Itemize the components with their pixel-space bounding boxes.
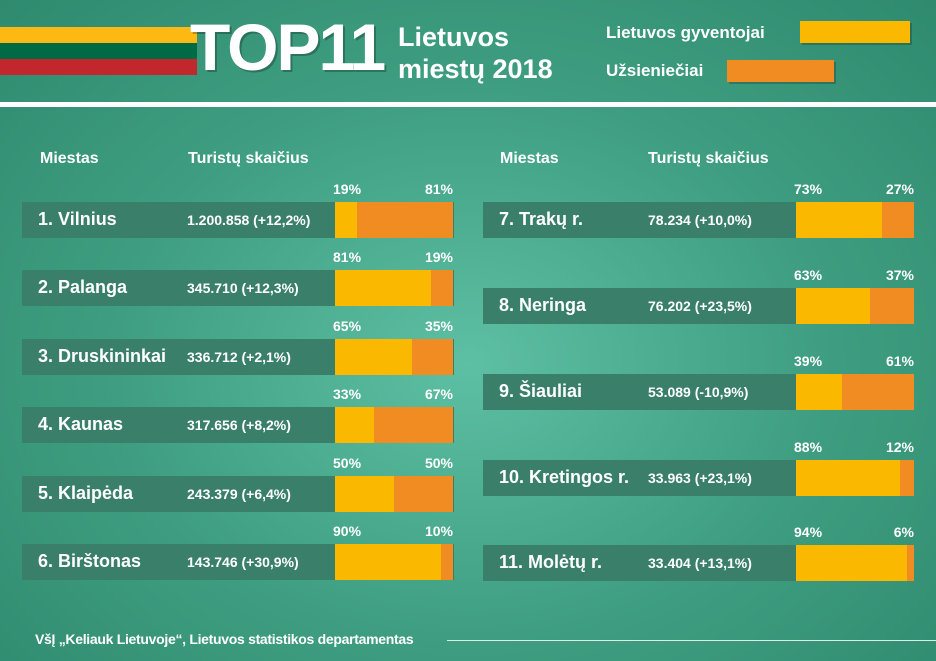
chart-subtitle-line1: Lietuvos bbox=[398, 22, 510, 52]
pct-label-locals: 88% bbox=[794, 439, 823, 455]
pct-label-foreigners: 37% bbox=[885, 267, 914, 283]
city-name: 9. Šiauliai bbox=[499, 381, 583, 401]
pct-label-locals: 65% bbox=[333, 318, 362, 334]
city-name: 3. Druskininkai bbox=[38, 346, 167, 366]
pct-label-foreigners: 50% bbox=[424, 455, 453, 471]
bar-locals bbox=[796, 288, 870, 324]
tourist-count: 345.710 (+12,3%) bbox=[187, 280, 299, 296]
bar-foreigners bbox=[870, 288, 914, 324]
bar-locals bbox=[335, 407, 374, 443]
pct-label-locals: 90% bbox=[333, 523, 362, 539]
bar-locals bbox=[796, 202, 882, 238]
tourist-count: 317.656 (+8,2%) bbox=[187, 417, 291, 433]
col-header-city-left: Miestas bbox=[40, 150, 99, 167]
tourist-count: 33.963 (+23,1%) bbox=[648, 470, 752, 486]
bar-foreigners bbox=[900, 460, 914, 496]
pct-label-foreigners: 61% bbox=[885, 353, 914, 369]
flag-stripe-yellow bbox=[0, 27, 197, 43]
city-name: 4. Kaunas bbox=[38, 414, 124, 434]
city-name: 10. Kretingos r. bbox=[499, 467, 630, 487]
col-header-city-right: Miestas bbox=[500, 150, 559, 167]
pct-label-locals: 39% bbox=[794, 353, 823, 369]
bar-locals bbox=[335, 270, 431, 306]
city-name: 8. Neringa bbox=[499, 295, 587, 315]
legend-label-foreigners: Užsieniečiai bbox=[606, 61, 704, 80]
tourist-count: 78.234 (+10,0%) bbox=[648, 212, 752, 228]
tourist-count: 243.379 (+6,4%) bbox=[187, 486, 291, 502]
city-name: 7. Trakų r. bbox=[499, 209, 584, 229]
bar-locals bbox=[335, 339, 412, 375]
city-name: 5. Klaipėda bbox=[38, 483, 134, 503]
pct-label-locals: 94% bbox=[794, 524, 823, 540]
bar-foreigners bbox=[842, 374, 914, 410]
legend-label-locals: Lietuvos gyventojai bbox=[606, 23, 765, 42]
city-name: 2. Palanga bbox=[38, 277, 128, 297]
bar-foreigners bbox=[907, 545, 914, 581]
flag-stripe-green bbox=[0, 43, 197, 59]
pct-label-foreigners: 12% bbox=[885, 439, 914, 455]
bar-foreigners bbox=[412, 339, 453, 375]
legend-swatch-locals bbox=[800, 21, 910, 43]
bar-foreigners bbox=[441, 544, 453, 580]
city-name: 6. Birštonas bbox=[38, 551, 142, 571]
legend-swatch-foreigners bbox=[727, 60, 834, 82]
tourist-count: 1.200.858 (+12,2%) bbox=[187, 212, 311, 228]
bar-foreigners bbox=[431, 270, 453, 306]
pct-label-foreigners: 10% bbox=[424, 523, 453, 539]
source-note: VšĮ „Keliauk Lietuvoje“, Lietuvos statis… bbox=[35, 631, 414, 647]
tourist-count: 143.746 (+30,9%) bbox=[187, 554, 299, 570]
pct-label-locals: 73% bbox=[794, 181, 823, 197]
bar-locals bbox=[796, 374, 842, 410]
bar-foreigners bbox=[394, 476, 453, 512]
pct-label-locals: 63% bbox=[794, 267, 823, 283]
pct-label-foreigners: 27% bbox=[885, 181, 914, 197]
city-name: 11. Molėtų r. bbox=[499, 552, 603, 572]
tourist-count: 53.089 (-10,9%) bbox=[648, 384, 749, 400]
flag-stripe-red bbox=[0, 59, 197, 75]
pct-label-locals: 81% bbox=[333, 249, 362, 265]
pct-label-foreigners: 6% bbox=[893, 524, 914, 540]
bar-locals bbox=[796, 460, 900, 496]
bar-locals bbox=[335, 476, 394, 512]
bar-locals bbox=[335, 544, 441, 580]
pct-label-foreigners: 81% bbox=[424, 181, 453, 197]
chart-title: TOP11 bbox=[190, 10, 386, 84]
col-header-count-left: Turistų skaičius bbox=[188, 150, 309, 167]
pct-label-foreigners: 67% bbox=[424, 386, 453, 402]
city-name: 1. Vilnius bbox=[38, 209, 117, 229]
tourist-count: 76.202 (+23,5%) bbox=[648, 298, 752, 314]
chart-subtitle-line2: miestų 2018 bbox=[398, 54, 553, 84]
bar-foreigners bbox=[374, 407, 453, 443]
pct-label-foreigners: 19% bbox=[424, 249, 453, 265]
header-divider bbox=[0, 102, 936, 107]
tourist-count: 33.404 (+13,1%) bbox=[648, 555, 752, 571]
bar-foreigners bbox=[357, 202, 453, 238]
pct-label-foreigners: 35% bbox=[424, 318, 453, 334]
bar-foreigners bbox=[882, 202, 914, 238]
col-header-count-right: Turistų skaičius bbox=[648, 150, 769, 167]
tourist-count: 336.712 (+2,1%) bbox=[187, 349, 291, 365]
pct-label-locals: 33% bbox=[333, 386, 362, 402]
pct-label-locals: 50% bbox=[333, 455, 362, 471]
pct-label-locals: 19% bbox=[333, 181, 362, 197]
footer-divider bbox=[447, 640, 936, 641]
bar-locals bbox=[335, 202, 357, 238]
bar-locals bbox=[796, 545, 907, 581]
